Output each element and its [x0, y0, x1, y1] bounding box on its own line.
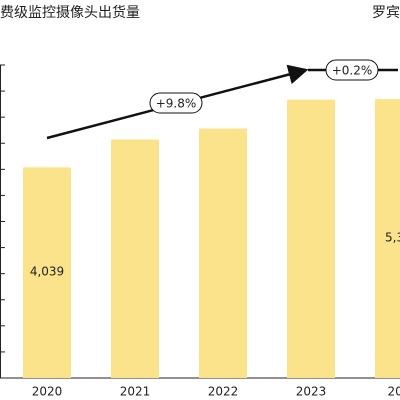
annotation-box	[325, 59, 379, 81]
annotation: +9.8%	[156, 97, 197, 111]
source: 罗宾	[372, 5, 400, 21]
bar	[23, 167, 71, 378]
x-tick-label: 2020	[32, 385, 63, 399]
bar	[375, 99, 400, 378]
x-tick-label: 2021	[120, 385, 151, 399]
bar	[111, 139, 159, 378]
bar	[287, 99, 335, 379]
value-label: 4,039	[30, 265, 64, 279]
chart-title: 费级监控摄像头出货量	[0, 4, 140, 21]
annotations: +9.8% +0.2%	[46, 59, 398, 140]
x-tick-label: 2022	[208, 385, 239, 399]
annotation-box	[149, 92, 203, 114]
value-label: 5,3	[385, 231, 400, 245]
x-tick-label: 2023	[296, 385, 327, 399]
x-tick-label: 202	[388, 385, 400, 399]
annotation: +0.2%	[332, 64, 373, 78]
bar	[199, 128, 247, 378]
